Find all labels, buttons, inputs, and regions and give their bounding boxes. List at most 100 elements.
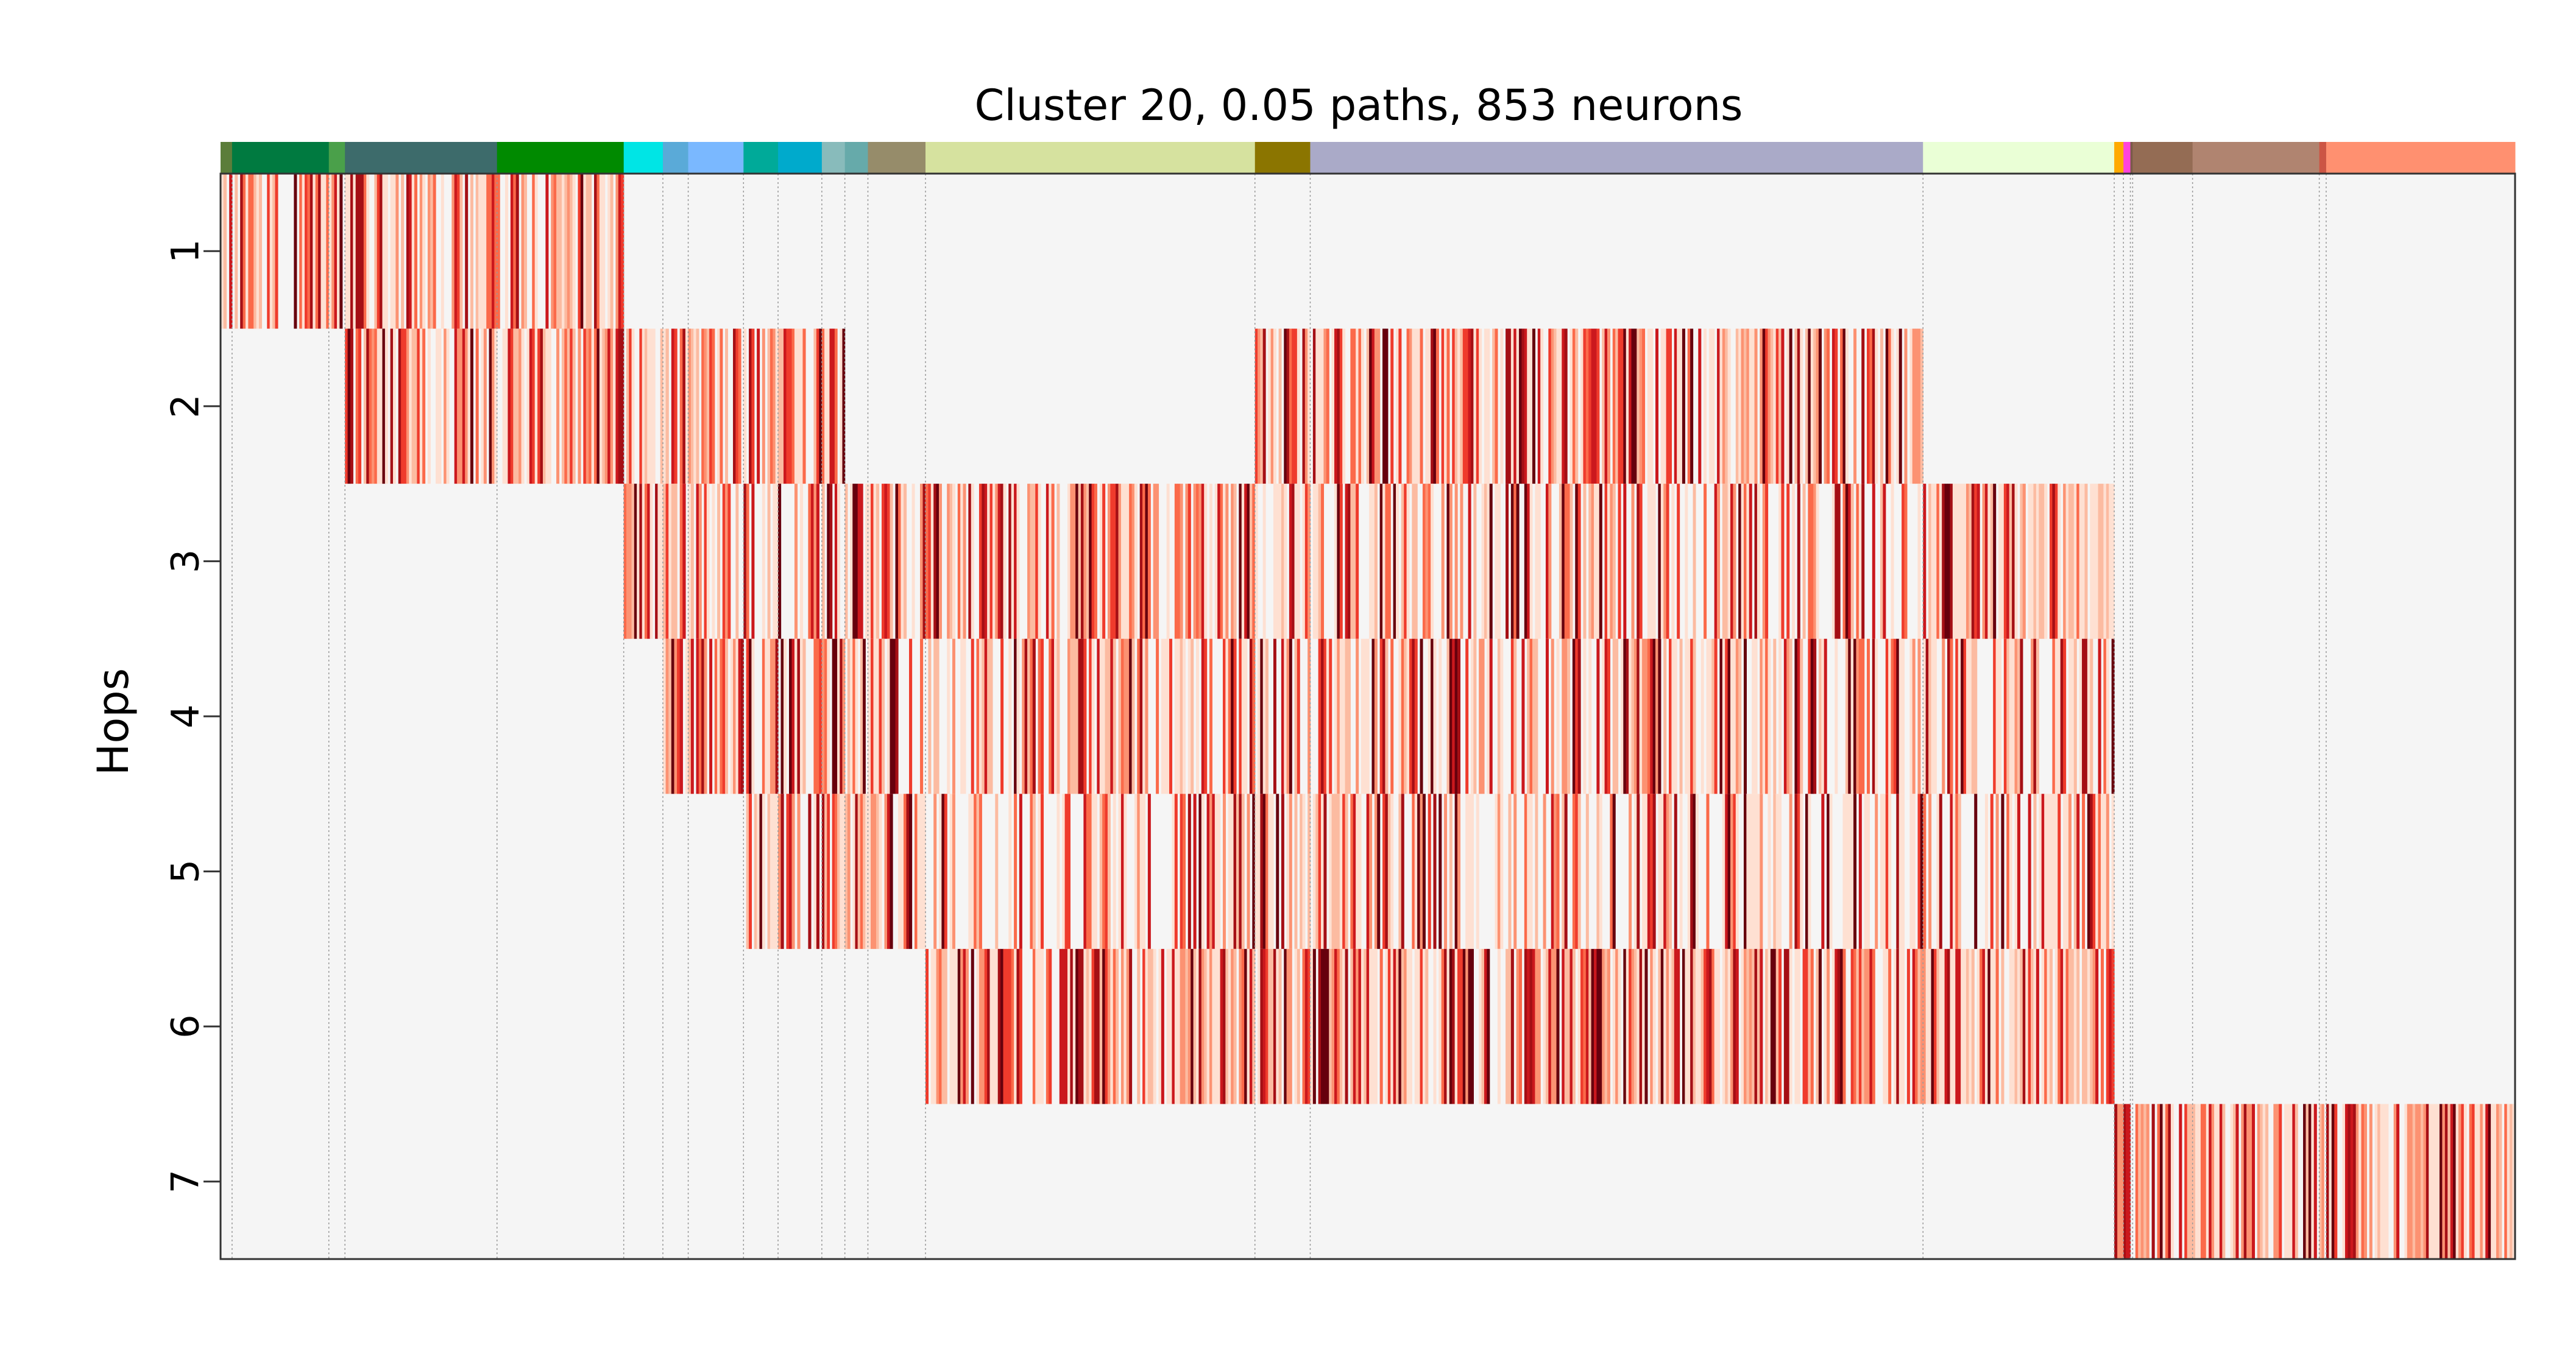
heatmap-cell bbox=[612, 328, 617, 484]
heatmap-cell bbox=[1840, 328, 1844, 484]
heatmap-cell bbox=[1749, 794, 1752, 949]
heatmap-cell bbox=[799, 328, 804, 484]
heatmap-cell bbox=[778, 794, 782, 949]
heatmap-cell bbox=[1976, 948, 1980, 1104]
heatmap-cell bbox=[1781, 484, 1785, 639]
heatmap-cell bbox=[1361, 638, 1364, 794]
heatmap-cell bbox=[1497, 484, 1501, 639]
heatmap-cell bbox=[1217, 948, 1221, 1104]
heatmap-cell bbox=[2006, 638, 2010, 794]
heatmap-cell bbox=[374, 328, 378, 484]
heatmap-cell bbox=[1345, 638, 1348, 794]
heatmap-cell bbox=[2488, 1104, 2491, 1259]
heatmap-cell bbox=[1708, 328, 1712, 484]
heatmap-cell bbox=[1950, 484, 1953, 639]
heatmap-cell bbox=[1350, 948, 1354, 1104]
heatmap-cell bbox=[1928, 484, 1932, 639]
heatmap-cell bbox=[1984, 484, 1988, 639]
heatmap-cell bbox=[1754, 638, 1758, 794]
heatmap-cell bbox=[1746, 794, 1750, 949]
heatmap-cell bbox=[879, 638, 882, 794]
heatmap-cell bbox=[1465, 328, 1469, 484]
heatmap-cell bbox=[1387, 794, 1391, 949]
heatmap-cell bbox=[1569, 328, 1573, 484]
heatmap-cell bbox=[1191, 638, 1194, 794]
heatmap-cell bbox=[909, 794, 913, 949]
heatmap-cell bbox=[995, 794, 999, 949]
heatmap-cell bbox=[1893, 638, 1897, 794]
group-color-18 bbox=[2123, 142, 2131, 174]
heatmap-cell bbox=[1872, 948, 1875, 1104]
heatmap-cell bbox=[2170, 1104, 2174, 1259]
heatmap-cell bbox=[1752, 638, 1755, 794]
heatmap-cell bbox=[1717, 328, 1721, 484]
heatmap-cell bbox=[1765, 484, 1769, 639]
heatmap-cell bbox=[1773, 794, 1777, 949]
heatmap-cell bbox=[1420, 638, 1423, 794]
heatmap-cell bbox=[868, 638, 871, 794]
heatmap-cell bbox=[1262, 948, 1266, 1104]
heatmap-cell bbox=[1099, 948, 1103, 1104]
heatmap-cell bbox=[2243, 1104, 2247, 1259]
heatmap-cell bbox=[2111, 948, 2115, 1104]
heatmap-cell bbox=[642, 484, 645, 639]
heatmap-cell bbox=[494, 174, 498, 329]
heatmap-cell bbox=[1193, 948, 1197, 1104]
heatmap-cell bbox=[1470, 794, 1474, 949]
heatmap-cell bbox=[1516, 484, 1520, 639]
heatmap-cell bbox=[2020, 484, 2023, 639]
heatmap-cell bbox=[847, 638, 851, 794]
heatmap-cell bbox=[1041, 638, 1044, 794]
heatmap-cell bbox=[2287, 1104, 2290, 1259]
heatmap-cell bbox=[2334, 1104, 2338, 1259]
heatmap-cell bbox=[1679, 328, 1683, 484]
heatmap-cell bbox=[1915, 328, 1919, 484]
heatmap-cell bbox=[1572, 794, 1576, 949]
heatmap-cell bbox=[355, 174, 359, 329]
heatmap-cell bbox=[1524, 948, 1527, 1104]
heatmap-cell bbox=[2068, 948, 2072, 1104]
heatmap-cell bbox=[649, 328, 653, 484]
heatmap-cell bbox=[995, 948, 999, 1104]
heatmap-cell bbox=[813, 328, 817, 484]
heatmap-cell bbox=[1247, 948, 1250, 1104]
heatmap-cell bbox=[1481, 484, 1485, 639]
heatmap-cell bbox=[1955, 794, 1959, 949]
heatmap-cell bbox=[1260, 328, 1264, 484]
heatmap-cell bbox=[1260, 794, 1264, 949]
heatmap-cell bbox=[1468, 948, 1471, 1104]
heatmap-cell bbox=[952, 948, 955, 1104]
heatmap-cell bbox=[1984, 948, 1988, 1104]
heatmap-cell bbox=[510, 328, 514, 484]
heatmap-cell bbox=[1835, 328, 1838, 484]
heatmap-cell bbox=[2090, 794, 2093, 949]
heatmap-cell bbox=[275, 174, 278, 329]
heatmap-cell bbox=[957, 484, 961, 639]
heatmap-cell bbox=[1602, 948, 1605, 1104]
heatmap-cell bbox=[1222, 948, 1226, 1104]
heatmap-cell bbox=[1294, 328, 1298, 484]
heatmap-cell bbox=[1508, 328, 1512, 484]
heatmap-cell bbox=[1268, 948, 1272, 1104]
heatmap-cell bbox=[1535, 948, 1538, 1104]
heatmap-cell bbox=[1000, 484, 1004, 639]
heatmap-cell bbox=[398, 328, 402, 484]
heatmap-cell bbox=[757, 328, 760, 484]
heatmap-cell bbox=[749, 328, 752, 484]
heatmap-cell bbox=[2009, 484, 2012, 639]
heatmap-cell bbox=[1708, 948, 1712, 1104]
heatmap-cell bbox=[1594, 948, 1598, 1104]
heatmap-cell bbox=[2146, 1104, 2150, 1259]
heatmap-cell bbox=[1607, 948, 1610, 1104]
heatmap-cell bbox=[762, 794, 765, 949]
heatmap-cell bbox=[1067, 794, 1071, 949]
heatmap-cell bbox=[1102, 948, 1106, 1104]
heatmap-cell bbox=[1014, 638, 1017, 794]
heatmap-cell bbox=[1695, 948, 1699, 1104]
heatmap-cell bbox=[1551, 328, 1554, 484]
heatmap-cell bbox=[1089, 948, 1092, 1104]
heatmap-cell bbox=[1431, 484, 1434, 639]
heatmap-cell bbox=[1775, 948, 1779, 1104]
heatmap-cell bbox=[1928, 638, 1932, 794]
